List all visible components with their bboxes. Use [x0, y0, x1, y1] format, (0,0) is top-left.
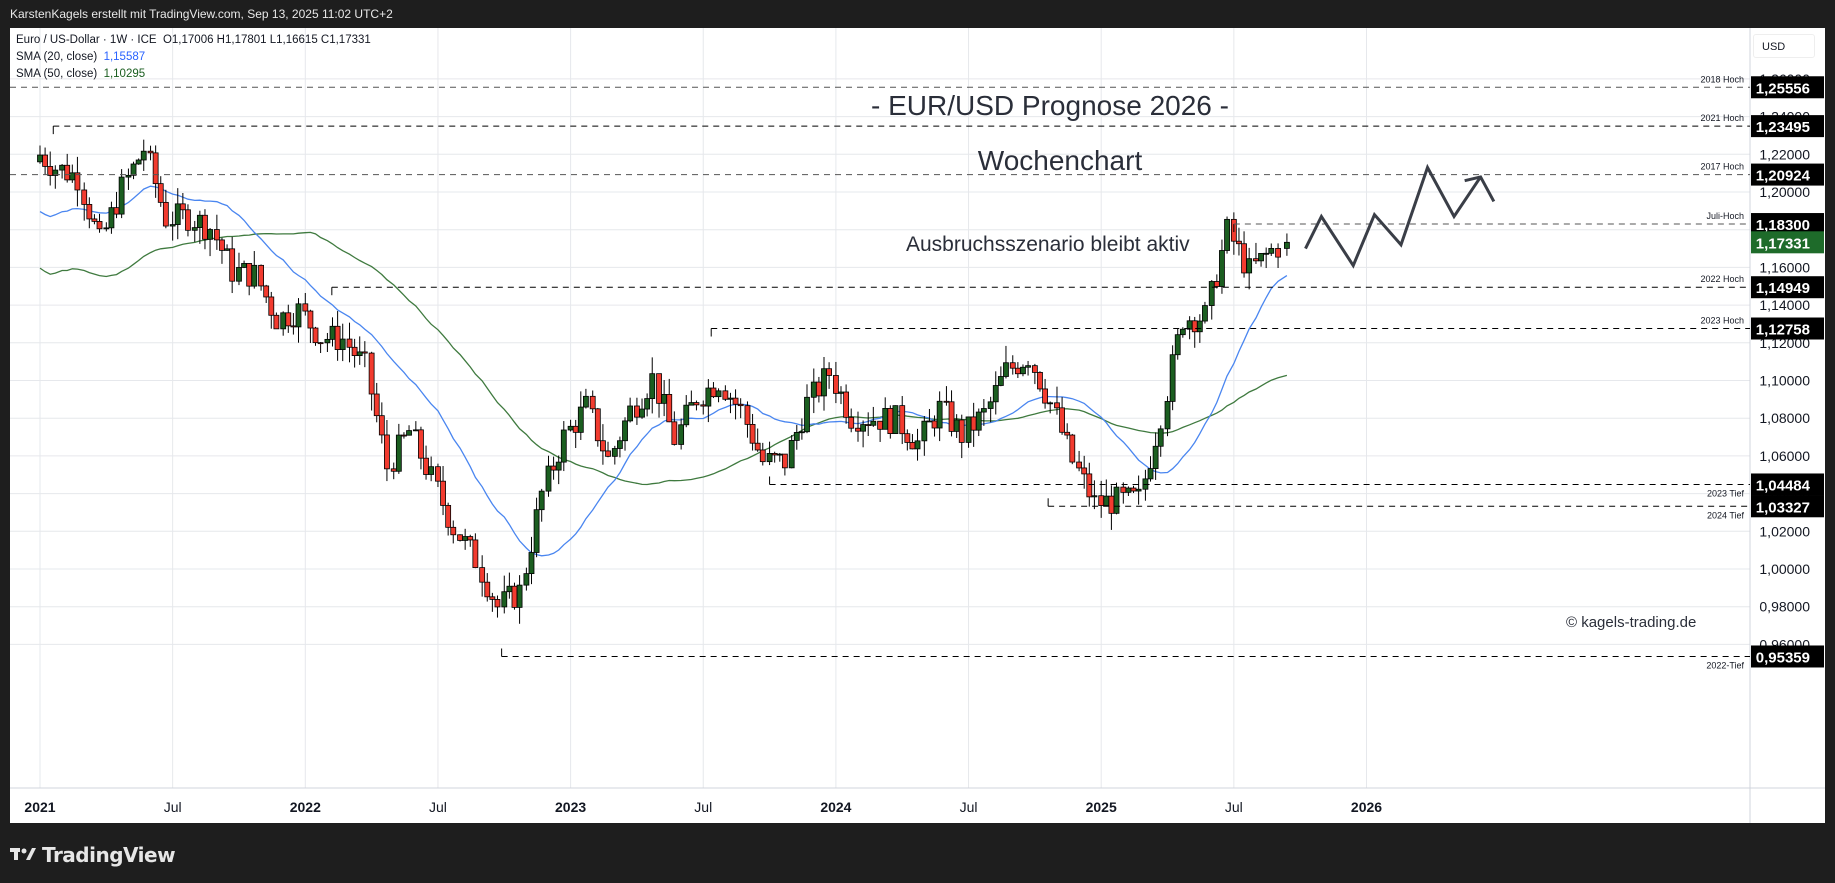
svg-text:1,03327: 1,03327	[1756, 499, 1810, 516]
svg-text:2018 Hoch: 2018 Hoch	[1700, 74, 1744, 84]
currency-button[interactable]: USD	[1753, 34, 1815, 58]
sma20-line	[39, 185, 1288, 557]
svg-text:1,14000: 1,14000	[1759, 297, 1810, 313]
chart-frame[interactable]: 0,960000,980001,000001,020001,040001,060…	[10, 28, 1825, 823]
svg-text:0,95359: 0,95359	[1756, 649, 1810, 666]
attribution-bar: KarstenKagels erstellt mit TradingView.c…	[10, 7, 393, 21]
svg-text:0,98000: 0,98000	[1759, 599, 1810, 615]
symbol-info: Euro / US-Dollar · 1W · ICE	[16, 34, 157, 46]
svg-text:2021: 2021	[24, 799, 55, 815]
last-price-value: 1,17331	[1756, 235, 1810, 252]
svg-text:1,22000: 1,22000	[1759, 146, 1810, 162]
scenario-note[interactable]: Ausbruchsszenario bleibt aktiv	[906, 233, 1190, 256]
chart-subtitle[interactable]: Wochenchart	[978, 145, 1143, 176]
sma50-legend[interactable]: SMA (50, close) 1,10295	[16, 66, 371, 83]
svg-text:1,18300: 1,18300	[1756, 217, 1810, 234]
forecast-arrow-icon	[1464, 175, 1496, 203]
svg-text:1,25556: 1,25556	[1756, 80, 1810, 97]
symbol-line: Euro / US-Dollar · 1W · ICE O1,17006 H1,…	[16, 32, 371, 49]
svg-text:1,02000: 1,02000	[1759, 523, 1810, 539]
svg-text:Jul: Jul	[960, 799, 978, 815]
sma20-label: SMA (20, close)	[16, 51, 98, 63]
svg-text:2022-Tief: 2022-Tief	[1706, 660, 1744, 670]
sma50-label: SMA (50, close)	[16, 68, 98, 80]
time-axis[interactable]: 2021 Jul 2022 Jul 2023 Jul 2024 Jul 2025 Jul 2026	[24, 799, 1382, 815]
svg-text:1,20924: 1,20924	[1756, 168, 1811, 185]
candles	[37, 139, 1290, 624]
svg-text:2023 Hoch: 2023 Hoch	[1700, 316, 1744, 326]
tradingview-logo-icon	[10, 843, 36, 867]
svg-text:1,10000: 1,10000	[1759, 373, 1810, 389]
copyright-note: © kagels-trading.de	[1566, 614, 1696, 631]
ohlc-values: O1,17006 H1,17801 L1,16615 C1,17331	[162, 34, 371, 46]
svg-text:Jul: Jul	[429, 799, 447, 815]
svg-text:2026: 2026	[1351, 799, 1382, 815]
svg-text:1,00000: 1,00000	[1759, 561, 1810, 577]
last-price-tag	[1751, 231, 1824, 254]
svg-text:2024: 2024	[820, 799, 851, 815]
svg-text:2022: 2022	[290, 799, 321, 815]
grid	[10, 28, 1750, 788]
svg-text:2025: 2025	[1086, 799, 1117, 815]
price-chart[interactable]: 0,960000,980001,000001,020001,040001,060…	[10, 28, 1825, 823]
svg-text:1,06000: 1,06000	[1759, 448, 1810, 464]
horizontal-levels[interactable]: 2018 Hoch 1,25556 2021 Hoch 1,23495 2017 Hoc…	[10, 74, 1824, 670]
svg-text:Jul: Jul	[1225, 799, 1243, 815]
svg-text:2023: 2023	[555, 799, 586, 815]
sma20-value: 1,15587	[103, 51, 146, 63]
chart-legend: Euro / US-Dollar · 1W · ICE O1,17006 H1,…	[16, 32, 371, 83]
sma50-line	[39, 231, 1288, 486]
price-axis[interactable]: 0,960000,980001,000001,020001,040001,060…	[1759, 71, 1810, 653]
svg-text:2021 Hoch: 2021 Hoch	[1700, 113, 1744, 123]
svg-text:2024 Tief: 2024 Tief	[1707, 510, 1745, 520]
tradingview-wordmark: TradingView	[42, 843, 176, 867]
svg-text:1,20000: 1,20000	[1759, 184, 1810, 200]
svg-text:Jul: Jul	[694, 799, 712, 815]
sma20-legend[interactable]: SMA (20, close) 1,15587	[16, 49, 371, 66]
tradingview-branding[interactable]: TradingView	[10, 838, 176, 872]
svg-text:Juli-Hoch: Juli-Hoch	[1706, 211, 1744, 221]
svg-text:1,12758: 1,12758	[1756, 322, 1810, 339]
svg-text:1,14949: 1,14949	[1756, 280, 1810, 297]
svg-text:1,08000: 1,08000	[1759, 410, 1810, 426]
svg-text:1,23495: 1,23495	[1756, 119, 1810, 136]
svg-text:1,04484: 1,04484	[1756, 477, 1811, 494]
chart-title[interactable]: - EUR/USD Prognose 2026 -	[871, 90, 1229, 121]
svg-text:2022 Hoch: 2022 Hoch	[1700, 274, 1744, 284]
sma50-value: 1,10295	[103, 68, 146, 80]
forecast-zigzag[interactable]	[1304, 163, 1482, 269]
svg-text:Jul: Jul	[164, 799, 182, 815]
svg-text:2017 Hoch: 2017 Hoch	[1700, 162, 1744, 172]
svg-text:1,16000: 1,16000	[1759, 259, 1810, 275]
svg-text:2023 Tief: 2023 Tief	[1707, 488, 1745, 498]
